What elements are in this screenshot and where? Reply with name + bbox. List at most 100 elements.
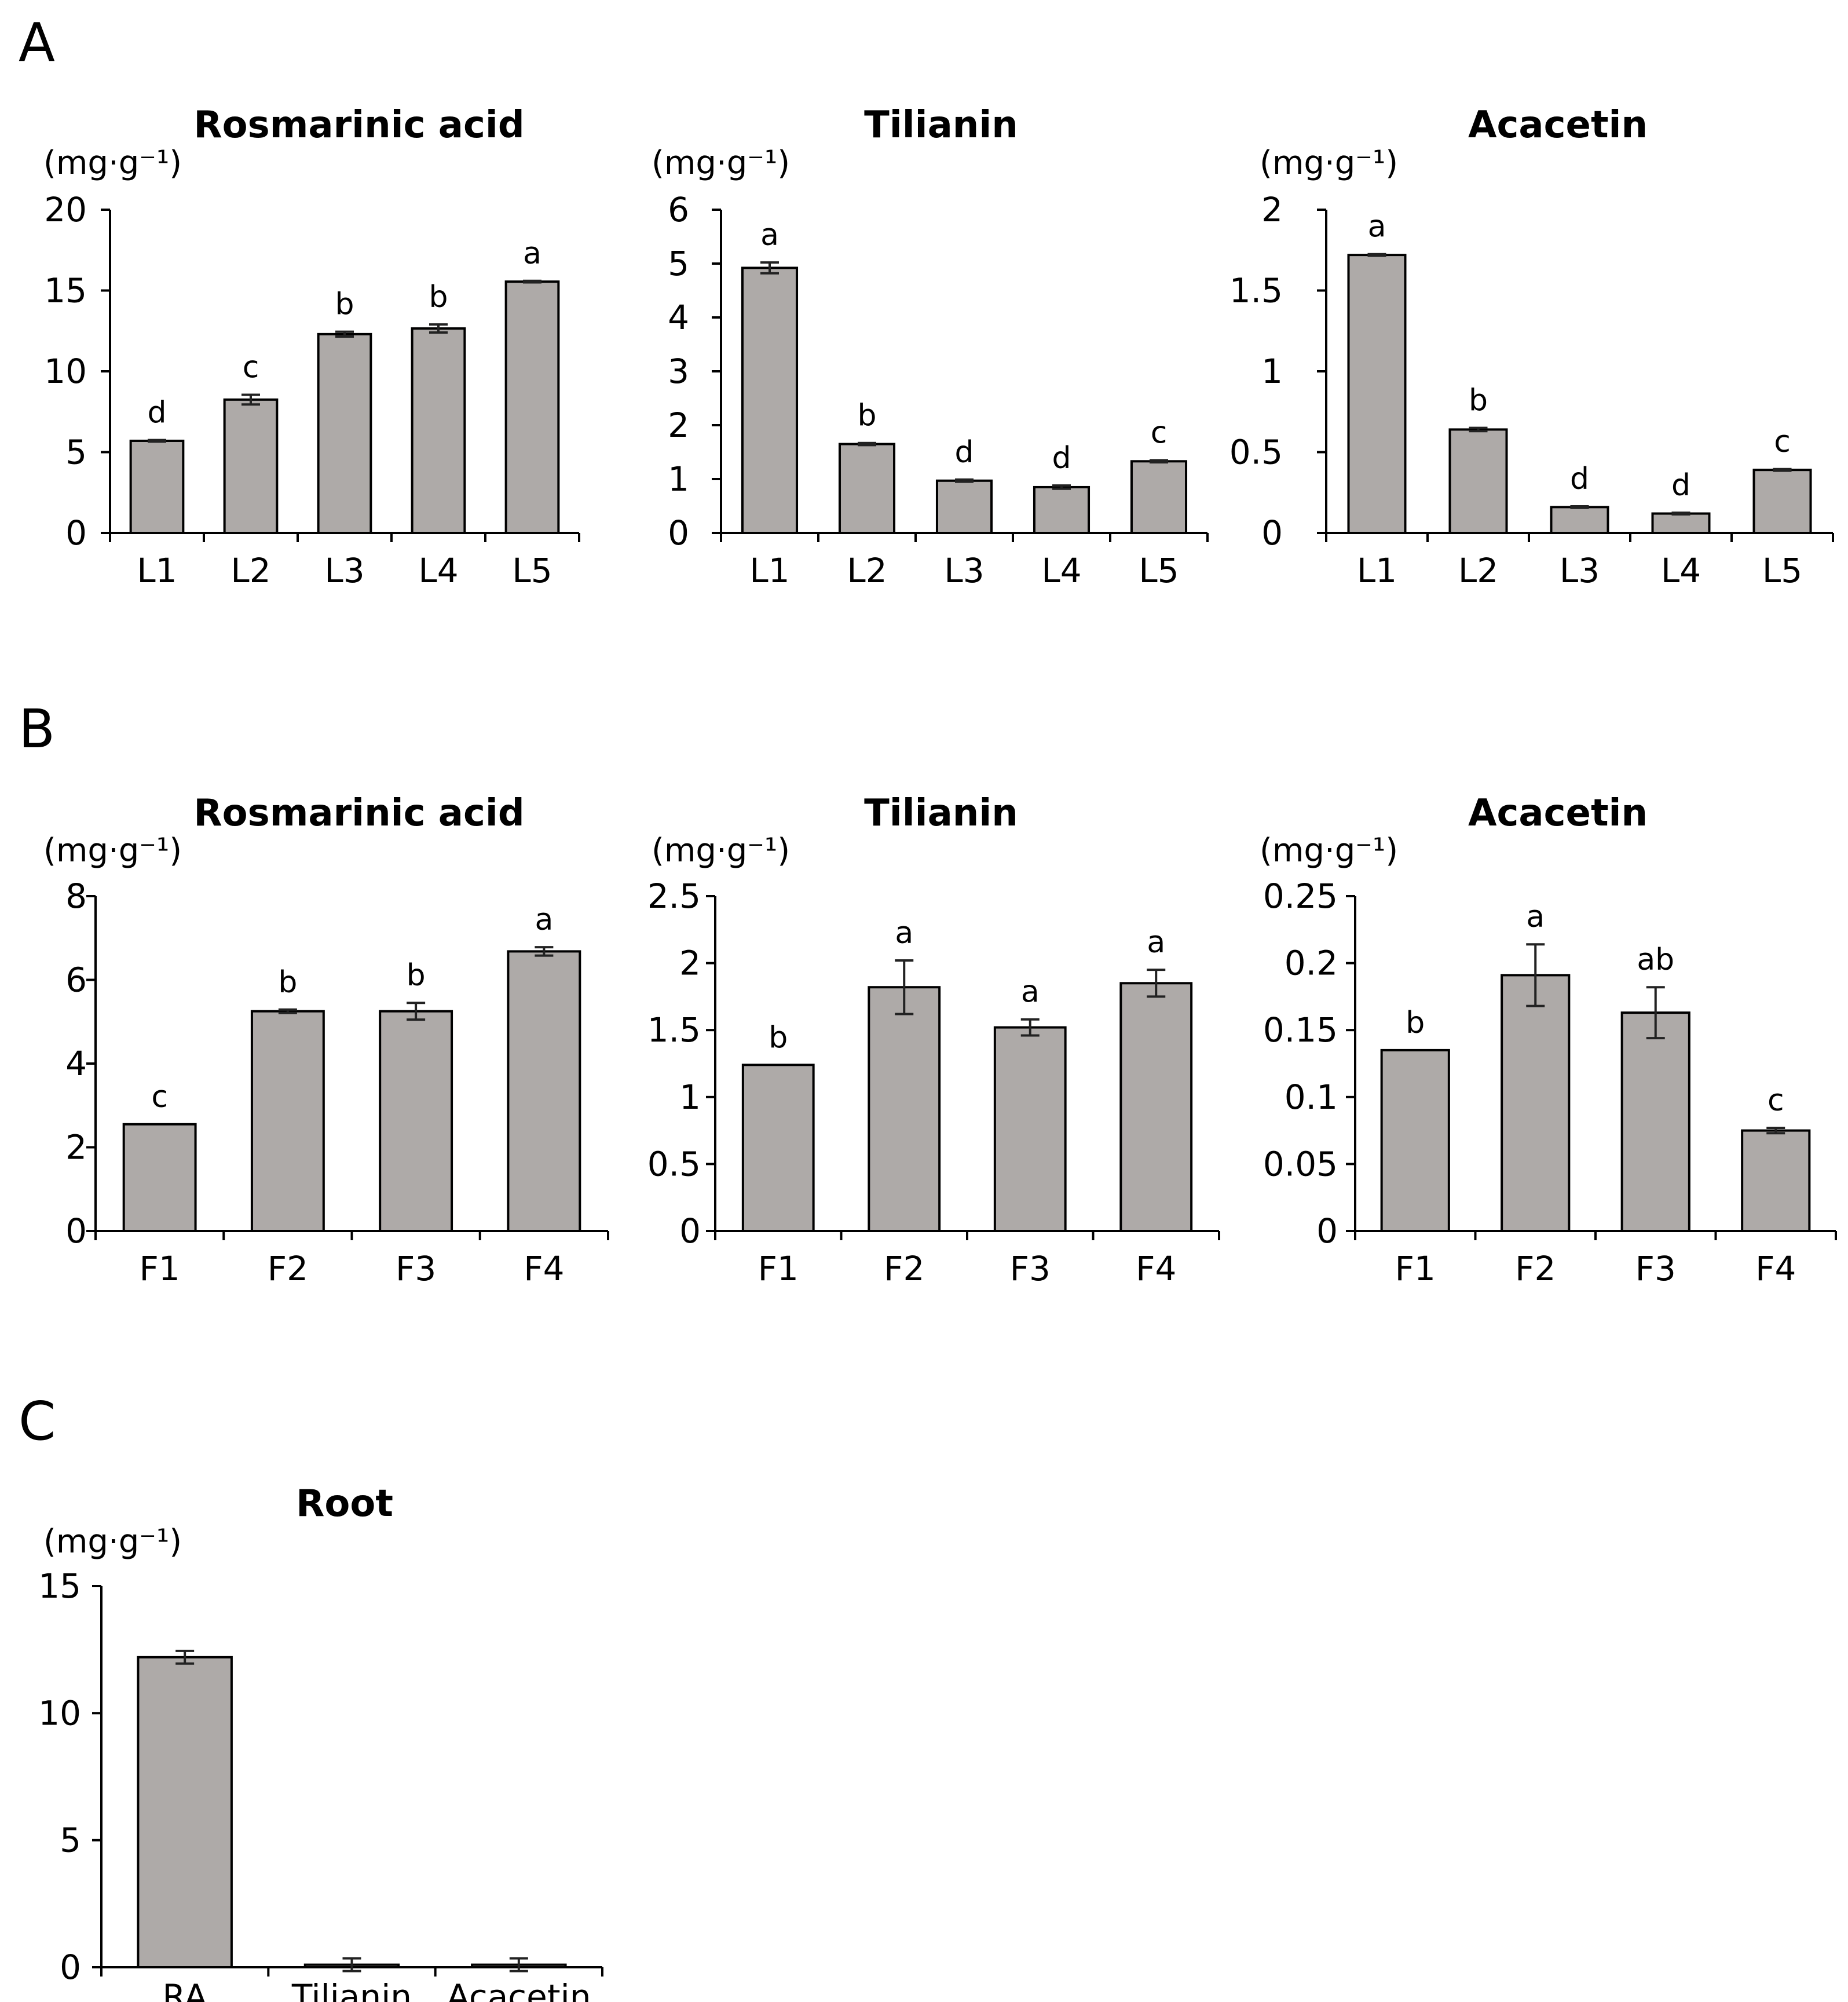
x-category-label: L1	[1357, 551, 1397, 590]
bar-l2	[838, 443, 896, 534]
significance-label: a	[1526, 900, 1545, 934]
chart-title: Rosmarinic acid	[193, 104, 524, 147]
bar-l4	[1651, 512, 1711, 535]
chart-title: Tilianin	[864, 104, 1018, 147]
y-tick-label: 6	[65, 960, 87, 1000]
y-tick-label: 5	[668, 244, 689, 283]
y-tick-label: 2	[65, 1128, 87, 1167]
y-tick-label: 0	[65, 513, 87, 553]
bar-l4	[411, 327, 466, 534]
x-category-label: L3	[944, 551, 984, 590]
error-bar	[241, 393, 260, 406]
bar-f4	[1741, 1129, 1811, 1232]
y-tick-label: 10	[44, 352, 87, 391]
significance-label: b	[407, 958, 426, 993]
x-category-label: F2	[268, 1249, 308, 1288]
y-unit-label: (mg·g⁻¹)	[43, 832, 182, 870]
y-tick-label: 2	[679, 944, 701, 983]
significance-label: d	[1052, 441, 1071, 476]
y-tick-label: 0.1	[1285, 1077, 1338, 1117]
bar-l5	[1752, 469, 1812, 534]
bar-f1	[741, 1064, 815, 1232]
x-category-label: Tilianin	[291, 1977, 412, 2002]
y-unit-label: (mg·g⁻¹)	[652, 832, 790, 870]
significance-label: c	[1774, 425, 1791, 459]
y-tick-label: 1	[1261, 352, 1283, 391]
significance-label: b	[335, 287, 354, 322]
bar-l2	[223, 398, 279, 535]
bar-f3	[1620, 1011, 1690, 1233]
x-category-label: L5	[1139, 551, 1179, 590]
error-bar	[335, 330, 354, 338]
y-tick-label: 0.05	[1263, 1144, 1338, 1183]
x-category-label: L5	[512, 551, 552, 590]
y-tick-label: 2.5	[647, 876, 701, 916]
y-tick-label: 20	[44, 190, 87, 229]
error-bar	[148, 439, 166, 443]
bar-l1	[1347, 254, 1407, 534]
x-category-label: F4	[1136, 1249, 1176, 1288]
error-bar	[1526, 943, 1545, 1007]
y-tick-label: 0.2	[1285, 944, 1338, 983]
significance-label: a	[1368, 210, 1386, 244]
bar-f1	[122, 1123, 197, 1232]
error-bar	[1671, 512, 1690, 516]
y-tick-label: 0.5	[647, 1144, 701, 1183]
significance-label: a	[1147, 925, 1165, 960]
x-category-label: F1	[758, 1249, 799, 1288]
y-unit-label: (mg·g⁻¹)	[43, 144, 182, 182]
bar-ra	[137, 1656, 233, 1968]
significance-label: c	[1768, 1083, 1784, 1118]
x-category-label: F3	[396, 1249, 436, 1288]
y-tick-label: 0	[60, 1948, 81, 1987]
error-bar	[1020, 1018, 1040, 1037]
y-tick-label: 0	[65, 1211, 87, 1251]
y-tick-label: 15	[44, 271, 87, 310]
x-category-label: RA	[162, 1977, 207, 2002]
error-bar	[407, 1002, 426, 1021]
error-bar	[760, 261, 779, 275]
bar-l2	[1448, 428, 1508, 534]
chart-title: Tilianin	[864, 792, 1018, 835]
y-tick-label: 3	[668, 352, 689, 391]
significance-label: b	[278, 965, 297, 1000]
chart-a-acacetin: Acacetin (mg·g⁻¹) 0 0.5 1 1.5 2 a L1 b L2 d L3 d L4 c L5	[1229, 104, 1834, 590]
y-tick-label: 1.5	[1229, 271, 1283, 310]
x-category-label: F1	[139, 1249, 180, 1288]
x-category-label: L2	[1458, 551, 1498, 590]
x-category-label: L1	[137, 551, 177, 590]
x-category-label: F2	[884, 1249, 924, 1288]
y-unit-label: (mg·g⁻¹)	[43, 1523, 182, 1561]
significance-label: d	[1671, 468, 1690, 503]
y-tick-label: 0	[668, 513, 689, 553]
bar-l5	[1130, 460, 1188, 534]
y-tick-label: 2	[1261, 190, 1283, 229]
y-tick-label: 5	[65, 433, 87, 472]
error-bar	[955, 478, 974, 483]
y-tick-label: 1	[679, 1077, 701, 1117]
y-unit-label: (mg·g⁻¹)	[1260, 832, 1398, 870]
chart-title: Acacetin	[1468, 104, 1648, 147]
error-bar	[175, 1649, 195, 1665]
bar-f2	[250, 1010, 325, 1232]
bar-l4	[1033, 485, 1090, 535]
error-bar	[1646, 986, 1665, 1040]
y-unit-label: (mg·g⁻¹)	[652, 144, 790, 182]
significance-label: a	[1021, 975, 1040, 1010]
y-tick-label: 1.5	[647, 1010, 701, 1050]
error-bar	[1469, 426, 1488, 433]
x-category-label: L2	[230, 551, 270, 590]
y-tick-label: 0	[679, 1211, 701, 1251]
significance-label: d	[147, 396, 166, 430]
error-bar	[278, 1008, 297, 1014]
chart-c-root: Root (mg·g⁻¹) 0 5 10 15 RA Tilianin Acacetin	[38, 1482, 603, 2002]
significance-label: b	[429, 280, 448, 315]
bar-l3	[935, 479, 993, 534]
chart-a-rosmarinic-acid: Rosmarinic acid (mg·g⁻¹) 0 5 10 15 20 d L1 c L2 b L3…	[43, 104, 580, 590]
significance-label: a	[535, 903, 553, 937]
error-bar	[523, 279, 541, 284]
panel-letter-c: C	[19, 1390, 56, 1452]
bar-f4	[507, 950, 581, 1232]
bar-f1	[1380, 1049, 1450, 1232]
